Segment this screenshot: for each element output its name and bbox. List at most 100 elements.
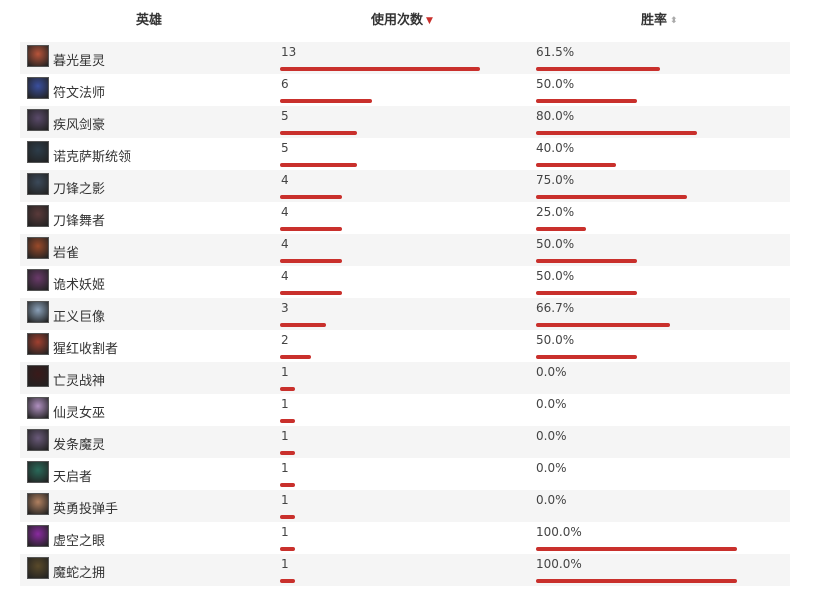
usage-count: 1 — [281, 429, 289, 443]
table-row[interactable]: 刀锋舞者 4 25.0% — [20, 202, 790, 234]
hero-name: 刀锋之影 — [53, 182, 106, 197]
hero-avatar-icon — [27, 141, 49, 163]
usage-count-bar — [280, 259, 342, 263]
usage-count: 4 — [281, 173, 289, 187]
sort-both-icon[interactable]: ⬍ — [670, 16, 678, 26]
hero-name: 英勇投弹手 — [53, 502, 119, 517]
hero-name: 魔蛇之拥 — [53, 566, 106, 581]
usage-count: 1 — [281, 365, 289, 379]
usage-count-bar — [280, 387, 295, 391]
table-row[interactable]: 岩雀 4 50.0% — [20, 234, 790, 266]
win-rate: 66.7% — [536, 301, 575, 315]
win-rate-bar — [536, 355, 637, 359]
hero-avatar-icon — [27, 333, 49, 355]
win-rate-bar — [536, 291, 637, 295]
sort-desc-icon[interactable]: ▼ — [426, 16, 433, 26]
win-rate-bar — [536, 227, 586, 231]
win-rate-bar — [536, 547, 737, 551]
usage-count-bar — [280, 163, 357, 167]
usage-count: 4 — [281, 237, 289, 251]
usage-count-bar — [280, 195, 342, 199]
usage-count-bar — [280, 355, 311, 359]
usage-count: 5 — [281, 141, 289, 155]
win-rate-bar — [536, 67, 660, 71]
hero-stats-table: 英雄 使用次数 ▼ 胜率 ⬍ 暮光星灵 13 61.5% 符文法师 6 50.0% 疾风剑豪 5 8… — [20, 0, 790, 586]
table-row[interactable]: 正义巨像 3 66.7% — [20, 298, 790, 330]
hero-avatar-icon — [27, 269, 49, 291]
usage-count-bar — [280, 451, 295, 455]
usage-count-bar — [280, 419, 295, 423]
hero-name: 诡术妖姬 — [53, 278, 106, 293]
table-row[interactable]: 魔蛇之拥 1 100.0% — [20, 554, 790, 586]
win-rate-bar — [536, 579, 737, 583]
usage-count-bar — [280, 547, 295, 551]
win-rate-bar — [536, 323, 670, 327]
hero-name: 正义巨像 — [53, 310, 106, 325]
win-rate: 0.0% — [536, 397, 567, 411]
usage-count: 5 — [281, 109, 289, 123]
table-row[interactable]: 仙灵女巫 1 0.0% — [20, 394, 790, 426]
table-row[interactable]: 发条魔灵 1 0.0% — [20, 426, 790, 458]
table-row[interactable]: 天启者 1 0.0% — [20, 458, 790, 490]
usage-count-bar — [280, 131, 357, 135]
table-row[interactable]: 刀锋之影 4 75.0% — [20, 170, 790, 202]
column-header-rate[interactable]: 胜率 ⬍ — [641, 9, 678, 28]
table-body: 暮光星灵 13 61.5% 符文法师 6 50.0% 疾风剑豪 5 80.0% 诺克萨斯统领 5 40… — [20, 42, 790, 586]
column-header-count[interactable]: 使用次数 ▼ — [371, 9, 433, 28]
usage-count: 1 — [281, 397, 289, 411]
usage-count-bar — [280, 227, 342, 231]
hero-avatar-icon — [27, 557, 49, 579]
table-row[interactable]: 亡灵战神 1 0.0% — [20, 362, 790, 394]
hero-name: 虚空之眼 — [53, 534, 106, 549]
win-rate: 0.0% — [536, 429, 567, 443]
win-rate: 50.0% — [536, 77, 575, 91]
hero-avatar-icon — [27, 77, 49, 99]
hero-avatar-icon — [27, 301, 49, 323]
usage-count: 2 — [281, 333, 289, 347]
hero-name: 发条魔灵 — [53, 438, 106, 453]
win-rate: 80.0% — [536, 109, 575, 123]
win-rate: 25.0% — [536, 205, 575, 219]
usage-count: 13 — [281, 45, 297, 59]
column-header-count-label: 使用次数 — [371, 13, 424, 28]
hero-name: 刀锋舞者 — [53, 214, 106, 229]
win-rate-bar — [536, 131, 697, 135]
column-header-hero: 英雄 — [136, 13, 163, 28]
hero-name: 诺克萨斯统领 — [53, 150, 132, 165]
usage-count-bar — [280, 291, 342, 295]
win-rate: 40.0% — [536, 141, 575, 155]
win-rate-bar — [536, 195, 687, 199]
hero-avatar-icon — [27, 365, 49, 387]
table-row[interactable]: 诡术妖姬 4 50.0% — [20, 266, 790, 298]
usage-count: 6 — [281, 77, 289, 91]
table-row[interactable]: 诺克萨斯统领 5 40.0% — [20, 138, 790, 170]
hero-avatar-icon — [27, 45, 49, 67]
win-rate-bar — [536, 99, 637, 103]
table-row[interactable]: 英勇投弹手 1 0.0% — [20, 490, 790, 522]
hero-name: 符文法师 — [53, 86, 106, 101]
win-rate: 75.0% — [536, 173, 575, 187]
hero-avatar-icon — [27, 173, 49, 195]
hero-name: 亡灵战神 — [53, 374, 106, 389]
table-row[interactable]: 猩红收割者 2 50.0% — [20, 330, 790, 362]
hero-avatar-icon — [27, 205, 49, 227]
win-rate: 100.0% — [536, 557, 582, 571]
usage-count: 1 — [281, 461, 289, 475]
win-rate: 50.0% — [536, 269, 575, 283]
table-row[interactable]: 暮光星灵 13 61.5% — [20, 42, 790, 74]
table-header: 英雄 使用次数 ▼ 胜率 ⬍ — [20, 0, 790, 34]
win-rate: 0.0% — [536, 461, 567, 475]
table-row[interactable]: 虚空之眼 1 100.0% — [20, 522, 790, 554]
usage-count: 4 — [281, 269, 289, 283]
column-header-rate-label: 胜率 — [641, 13, 668, 28]
win-rate: 50.0% — [536, 237, 575, 251]
table-row[interactable]: 疾风剑豪 5 80.0% — [20, 106, 790, 138]
win-rate-bar — [536, 259, 637, 263]
hero-name: 猩红收割者 — [53, 342, 119, 357]
hero-name: 天启者 — [53, 470, 93, 485]
usage-count-bar — [280, 99, 372, 103]
usage-count-bar — [280, 483, 295, 487]
hero-avatar-icon — [27, 397, 49, 419]
hero-avatar-icon — [27, 237, 49, 259]
table-row[interactable]: 符文法师 6 50.0% — [20, 74, 790, 106]
